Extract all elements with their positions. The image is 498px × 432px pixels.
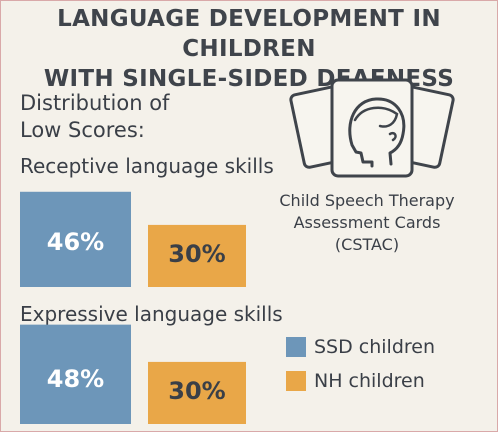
bar-receptive-nh: [148, 224, 246, 287]
expressive-chart-title: Expressive language skills: [20, 302, 283, 326]
title-line-1: LANGUAGE DEVELOPMENT IN CHILDREN: [57, 6, 441, 62]
assessment-cards-icon: [289, 78, 455, 178]
bar-expressive-ssd: [20, 324, 131, 424]
legend-swatch-nh: [286, 371, 306, 391]
assessment-cards-caption: Child Speech Therapy Assessment Cards (C…: [262, 190, 472, 256]
bar-expressive-nh: [148, 361, 246, 424]
subtitle-line-2: Low Scores:: [20, 118, 145, 142]
receptive-chart-title: Receptive language skills: [20, 154, 274, 178]
child-head-icon: [348, 97, 406, 168]
bar-label-expressive-ssd: 48%: [47, 365, 104, 393]
legend-item-ssd: SSD children: [286, 336, 435, 358]
card-caption-line-2: Assessment Cards: [293, 213, 441, 232]
bar-label-receptive-nh: 30%: [168, 240, 225, 268]
chart-subtitle: Distribution of Low Scores:: [20, 90, 169, 144]
legend-item-nh: NH children: [286, 370, 425, 392]
card-caption-line-3: (CSTAC): [334, 235, 400, 254]
legend-swatch-ssd: [286, 337, 306, 357]
card-caption-line-1: Child Speech Therapy: [279, 191, 455, 210]
legend-label-nh: NH children: [314, 370, 425, 392]
bar-label-receptive-ssd: 46%: [47, 228, 104, 256]
bar-label-expressive-nh: 30%: [168, 377, 225, 405]
subtitle-line-1: Distribution of: [20, 91, 170, 115]
bar-receptive-ssd: [20, 191, 131, 287]
legend-label-ssd: SSD children: [314, 336, 436, 358]
